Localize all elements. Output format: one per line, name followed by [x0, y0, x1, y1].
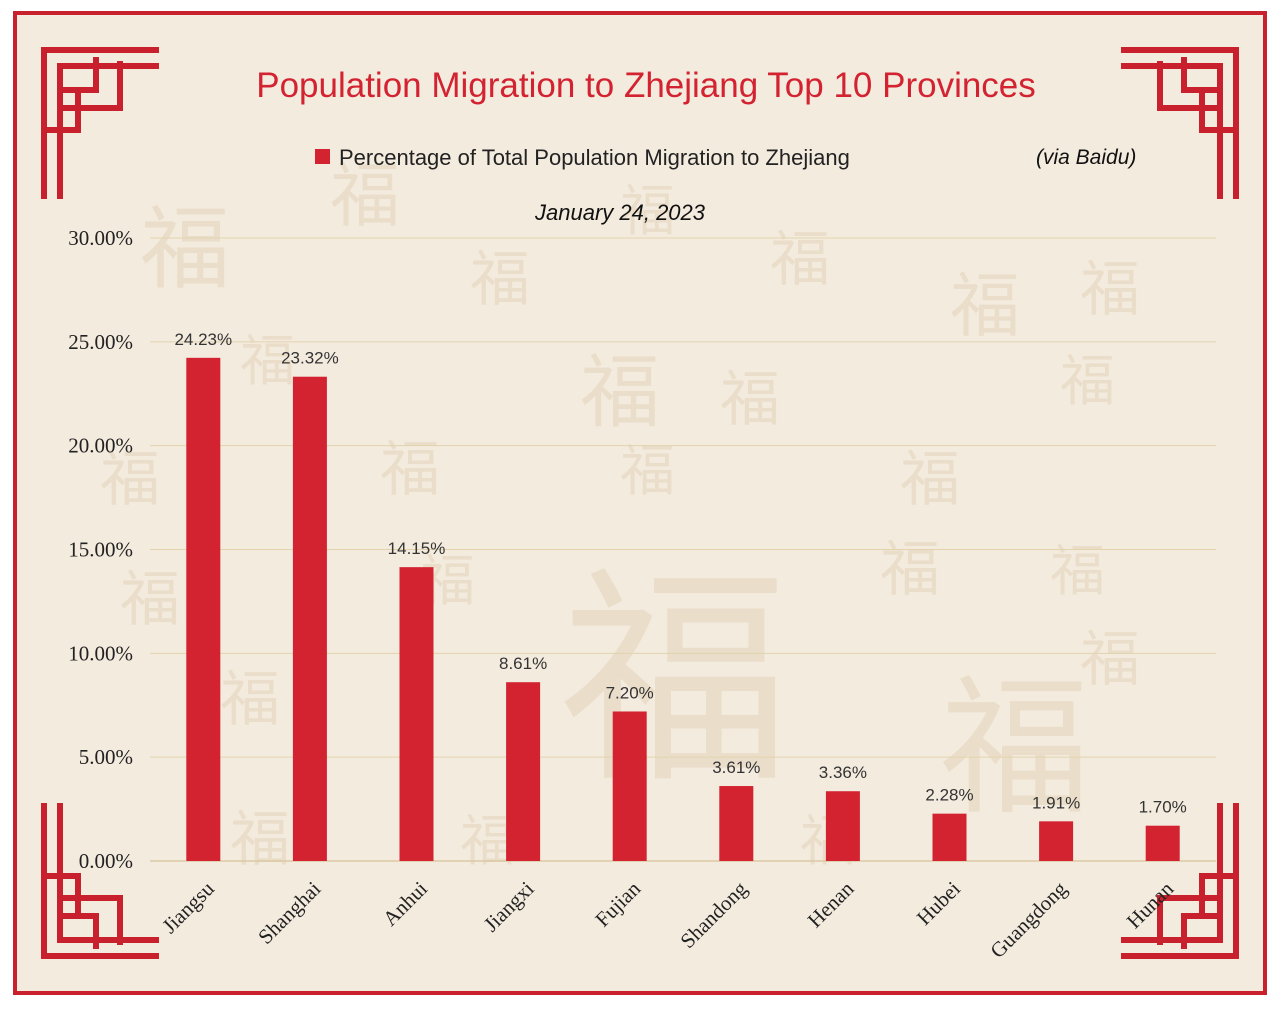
data-label: 1.91% — [1032, 793, 1080, 812]
bar — [506, 682, 541, 861]
top-right-corner-ornament — [1121, 47, 1239, 199]
bar — [612, 711, 647, 861]
bar — [932, 813, 967, 861]
bar — [399, 567, 434, 861]
chart-title: Population Migration to Zhejiang Top 10 … — [256, 66, 1036, 105]
data-label: 1.70% — [1139, 798, 1187, 817]
legend-label: Percentage of Total Population Migration… — [339, 145, 850, 170]
y-axis: 0.00% 5.00% 10.00% 15.00% 20.00% 25.00% 30.00% — [68, 226, 133, 873]
source-note: (via Baidu) — [1036, 146, 1136, 169]
bottom-left-corner-ornament — [41, 803, 159, 959]
x-tick-label: Anhui — [378, 876, 432, 930]
chart-date: January 24, 2023 — [534, 200, 706, 225]
x-tick-label: Henan — [803, 876, 859, 932]
x-tick-label: Jiangsu — [157, 876, 219, 938]
data-label: 14.15% — [388, 539, 446, 558]
y-tick-label: 10.00% — [68, 641, 133, 665]
x-tick-label: Shandong — [675, 876, 752, 953]
y-tick-label: 15.00% — [68, 538, 133, 562]
data-label: 2.28% — [925, 786, 973, 805]
x-tick-label: Jiangxi — [479, 876, 539, 936]
x-axis: Jiangsu Shanghai Anhui Jiangxi Fujian Shandon… — [157, 876, 1178, 963]
x-tick-label: Shanghai — [253, 876, 325, 948]
bar — [1145, 825, 1180, 861]
data-labels: 24.23% 23.32% 14.15% 8.61% 7.20% 3.61% 3.36% 2.… — [174, 330, 1186, 817]
y-tick-label: 25.00% — [68, 330, 133, 354]
bar — [1039, 821, 1074, 861]
y-tick-label: 30.00% — [68, 226, 133, 250]
data-label: 3.36% — [819, 763, 867, 782]
bottom-right-corner-ornament — [1121, 803, 1239, 959]
legend-swatch — [315, 149, 330, 164]
bar — [719, 786, 754, 861]
x-tick-label: Fujian — [590, 876, 645, 931]
bar — [825, 791, 860, 861]
y-tick-label: 5.00% — [79, 745, 133, 769]
x-tick-label: Hunan — [1122, 876, 1179, 933]
x-tick-label: Guangdong — [985, 876, 1072, 963]
data-label: 24.23% — [174, 330, 232, 349]
bars — [186, 357, 1180, 861]
bar — [186, 357, 221, 861]
data-label: 3.61% — [712, 758, 760, 777]
data-label: 23.32% — [281, 349, 339, 368]
gridlines — [150, 237, 1216, 862]
y-tick-label: 20.00% — [68, 434, 133, 458]
bar — [292, 376, 327, 861]
data-label: 8.61% — [499, 654, 547, 673]
y-tick-label: 0.00% — [79, 849, 133, 873]
data-label: 7.20% — [606, 683, 654, 702]
x-tick-label: Hubei — [912, 876, 965, 929]
top-left-corner-ornament — [41, 47, 159, 199]
